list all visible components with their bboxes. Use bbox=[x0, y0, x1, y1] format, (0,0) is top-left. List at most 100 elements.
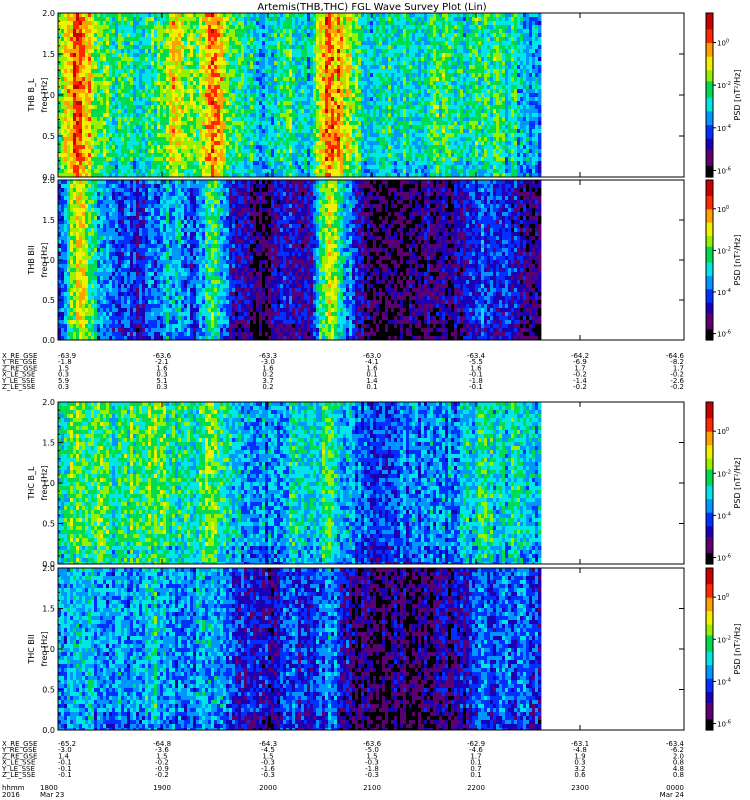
spectrogram-cell bbox=[304, 165, 307, 169]
spectrogram-cell bbox=[193, 125, 196, 129]
spectrogram-cell bbox=[292, 133, 295, 137]
spectrogram-cell bbox=[367, 77, 370, 81]
spectrogram-cell bbox=[181, 73, 184, 77]
spectrogram-cell bbox=[97, 145, 100, 149]
spectrogram-cell bbox=[358, 45, 361, 49]
spectrogram-cell bbox=[163, 13, 166, 17]
spectrogram-cell bbox=[322, 105, 325, 109]
spectrogram-cell bbox=[163, 17, 166, 21]
spectrogram-cell bbox=[376, 169, 379, 173]
spectrogram-cell bbox=[199, 77, 202, 81]
spectrogram-cell bbox=[247, 21, 250, 25]
spectrogram-cell bbox=[352, 165, 355, 169]
spectrogram-cell bbox=[262, 49, 265, 53]
spectrogram-cell bbox=[412, 161, 415, 165]
spectrogram-cell bbox=[64, 149, 67, 153]
spectrogram-cell bbox=[229, 25, 232, 29]
spectrogram-cell bbox=[355, 33, 358, 37]
spectrogram-cell bbox=[334, 153, 337, 157]
spectrogram-cell bbox=[391, 85, 394, 89]
spectrogram-cell bbox=[226, 153, 229, 157]
spectrogram-cell bbox=[346, 25, 349, 29]
spectrogram-cell bbox=[76, 137, 79, 141]
spectrogram-cell bbox=[388, 161, 391, 165]
spectrogram-cell bbox=[256, 21, 259, 25]
spectrogram-cell bbox=[139, 73, 142, 77]
spectrogram-cell bbox=[385, 105, 388, 109]
spectrogram-cell bbox=[124, 61, 127, 65]
spectrogram-cell bbox=[244, 161, 247, 165]
spectrogram-cell bbox=[88, 57, 91, 61]
spectrogram-cell bbox=[100, 69, 103, 73]
spectrogram-cell bbox=[103, 145, 106, 149]
spectrogram-cell bbox=[265, 149, 268, 153]
spectrogram-cell bbox=[376, 33, 379, 37]
spectrogram-cell bbox=[259, 121, 262, 125]
spectrogram-cell bbox=[289, 109, 292, 113]
spectrogram-cell bbox=[274, 165, 277, 169]
spectrogram-cell bbox=[406, 125, 409, 129]
spectrogram-cell bbox=[388, 169, 391, 173]
spectrogram-cell bbox=[127, 53, 130, 57]
spectrogram-cell bbox=[241, 161, 244, 165]
spectrogram-cell bbox=[118, 97, 121, 101]
spectrogram-cell bbox=[370, 153, 373, 157]
spectrogram-cell bbox=[331, 17, 334, 21]
spectrogram-cell bbox=[367, 45, 370, 49]
spectrogram-cell bbox=[358, 85, 361, 89]
spectrogram-cell bbox=[121, 77, 124, 81]
spectrogram-cell bbox=[88, 161, 91, 165]
spectrogram-cell bbox=[379, 153, 382, 157]
spectrogram-cell bbox=[256, 89, 259, 93]
spectrogram-cell bbox=[208, 25, 211, 29]
spectrogram-cell bbox=[337, 153, 340, 157]
spectrogram-cell bbox=[361, 125, 364, 129]
spectrogram-cell bbox=[364, 45, 367, 49]
spectrogram-cell bbox=[220, 25, 223, 29]
spectrogram-cell bbox=[265, 157, 268, 161]
spectrogram-cell bbox=[394, 41, 397, 45]
spectrogram-cell bbox=[148, 69, 151, 73]
spectrogram-cell bbox=[85, 77, 88, 81]
spectrogram-cell bbox=[406, 33, 409, 37]
spectrogram-cell bbox=[286, 17, 289, 21]
spectrogram-cell bbox=[190, 93, 193, 97]
spectrogram-cell bbox=[118, 121, 121, 125]
spectrogram-cell bbox=[403, 57, 406, 61]
spectrogram-cell bbox=[295, 117, 298, 121]
spectrogram-cell bbox=[193, 93, 196, 97]
spectrogram-cell bbox=[211, 141, 214, 145]
spectrogram-cell bbox=[82, 141, 85, 145]
spectrogram-cell bbox=[421, 117, 424, 121]
spectrogram-cell bbox=[76, 33, 79, 37]
spectrogram-cell bbox=[244, 165, 247, 169]
spectrogram-cell bbox=[226, 33, 229, 37]
spectrogram-cell bbox=[103, 29, 106, 33]
spectrogram-cell bbox=[244, 97, 247, 101]
spectrogram-cell bbox=[346, 133, 349, 137]
spectrogram-cell bbox=[157, 149, 160, 153]
spectrogram-cell bbox=[313, 49, 316, 53]
spectrogram-cell bbox=[235, 49, 238, 53]
spectrogram-cell bbox=[205, 161, 208, 165]
spectrogram-cell bbox=[286, 49, 289, 53]
spectrogram-cell bbox=[397, 141, 400, 145]
spectrogram-cell bbox=[409, 25, 412, 29]
spectrogram-cell bbox=[64, 117, 67, 121]
spectrogram-cell bbox=[421, 17, 424, 21]
spectrogram-cell bbox=[91, 81, 94, 85]
spectrogram-cell bbox=[94, 169, 97, 173]
spectrogram-cell bbox=[133, 13, 136, 17]
spectrogram-cell bbox=[184, 149, 187, 153]
spectrogram-cell bbox=[253, 117, 256, 121]
spectrogram-cell bbox=[115, 29, 118, 33]
spectrogram-cell bbox=[295, 65, 298, 69]
spectrogram-cell bbox=[364, 113, 367, 117]
spectrogram-cell bbox=[328, 157, 331, 161]
spectrogram-cell bbox=[262, 77, 265, 81]
spectrogram-cell bbox=[226, 45, 229, 49]
spectrogram-cell bbox=[202, 37, 205, 41]
spectrogram-cell bbox=[388, 17, 391, 21]
spectrogram-cell bbox=[343, 33, 346, 37]
spectrogram-cell bbox=[196, 97, 199, 101]
